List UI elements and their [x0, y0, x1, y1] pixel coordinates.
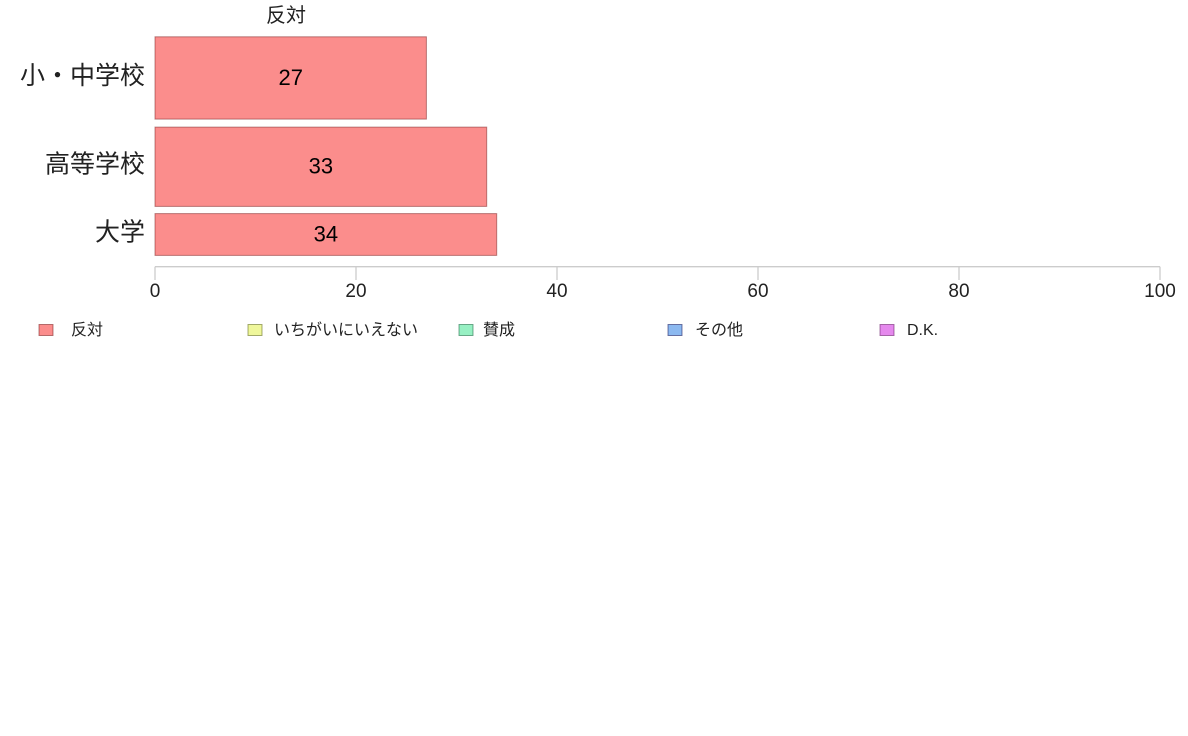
- svg-text:40: 40: [546, 281, 567, 302]
- svg-text:その他: その他: [695, 321, 743, 339]
- svg-text:0: 0: [150, 281, 161, 302]
- svg-text:20: 20: [345, 281, 366, 302]
- svg-text:小・中学校: 小・中学校: [20, 62, 145, 90]
- svg-text:大学: 大学: [95, 219, 145, 247]
- svg-text:D.K.: D.K.: [907, 322, 938, 339]
- svg-text:80: 80: [948, 281, 969, 302]
- svg-text:34: 34: [314, 222, 338, 247]
- svg-text:高等学校: 高等学校: [45, 151, 145, 179]
- svg-text:いちがいにいえない: いちがいにいえない: [274, 321, 418, 339]
- svg-text:反対: 反対: [266, 4, 306, 27]
- svg-text:60: 60: [747, 281, 768, 302]
- svg-text:反対: 反対: [71, 321, 103, 339]
- svg-text:賛成: 賛成: [483, 321, 515, 339]
- svg-text:100: 100: [1144, 281, 1176, 302]
- svg-text:33: 33: [309, 154, 333, 179]
- svg-text:27: 27: [278, 65, 302, 90]
